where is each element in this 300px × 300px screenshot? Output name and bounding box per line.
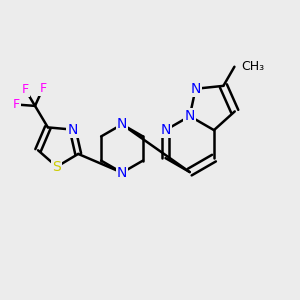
Text: F: F (39, 82, 46, 95)
Text: CH₃: CH₃ (241, 60, 264, 73)
Text: N: N (117, 166, 127, 180)
Text: N: N (184, 109, 195, 123)
Text: N: N (117, 117, 127, 131)
Text: S: S (52, 160, 61, 174)
Text: N: N (68, 123, 78, 136)
Text: N: N (160, 123, 171, 137)
Text: F: F (22, 83, 29, 96)
Text: F: F (12, 98, 20, 111)
Text: N: N (190, 82, 201, 96)
